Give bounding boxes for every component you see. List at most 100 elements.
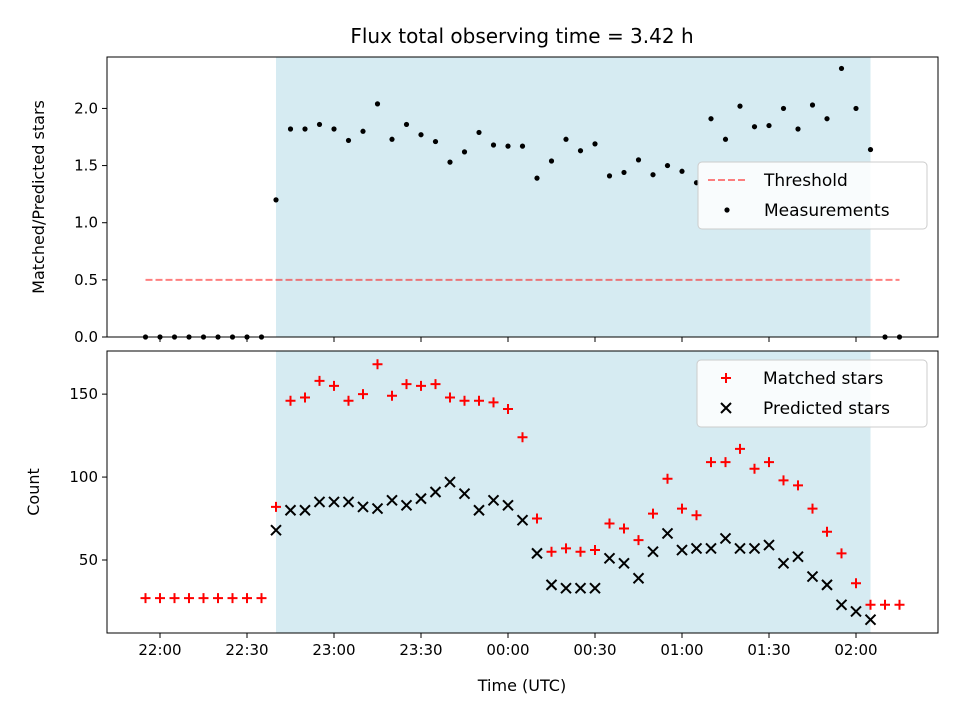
bottom-series1-point [647, 546, 659, 558]
bottom-series1-point [676, 544, 688, 556]
bottom-series1-point [444, 476, 456, 488]
top-series0-point [809, 102, 816, 108]
top-legend-box [697, 161, 928, 230]
bottom-series1-point [386, 494, 398, 507]
bottom-series0-point [691, 510, 702, 521]
bottom-series0-point [677, 503, 687, 514]
top-series0-point [273, 197, 279, 203]
top-plot-area: 0.0 0.5 1.0 1.5 2.0 Threshold Measurements [74, 56, 939, 346]
bottom-series1-point [502, 499, 514, 511]
top-series0-point [838, 65, 845, 72]
bottom-x-tick-label: 00:00 [486, 641, 529, 659]
bottom-series1-point [632, 572, 645, 584]
top-legend-marker [724, 207, 730, 213]
bottom-series1-point [458, 487, 471, 500]
bottom-y-tick-label: 150 [69, 385, 98, 403]
top-y-tick-label: 0.5 [74, 271, 98, 289]
bottom-series1-point [357, 501, 369, 513]
bottom-series0-point [590, 545, 600, 556]
bottom-series0-point [575, 546, 586, 557]
top-series0-point [345, 137, 352, 144]
top-series0-point [287, 126, 294, 132]
bottom-series0-point [401, 379, 412, 390]
top-series0-point [664, 162, 671, 169]
bottom-series0-point [184, 593, 194, 604]
top-series0-point [853, 105, 859, 112]
bottom-y-axis-label: Count [24, 468, 43, 516]
bottom-series1-point [661, 527, 674, 540]
top-y-tick-label: 1.0 [74, 214, 98, 232]
bottom-series0-point [459, 395, 470, 406]
top-series0-point [635, 157, 642, 163]
bottom-series0-point [372, 359, 383, 370]
bottom-series0-point [256, 593, 267, 604]
bottom-series0-point [517, 432, 528, 443]
bottom-series0-point [720, 457, 731, 468]
bottom-series1-point [415, 492, 427, 505]
bottom-series0-point [735, 443, 745, 454]
bottom-series0-point [880, 599, 890, 610]
top-series0-point [505, 143, 511, 149]
bottom-series0-point [242, 593, 252, 604]
bottom-series0-point [430, 379, 441, 390]
top-series0-point [563, 136, 569, 142]
bottom-series1-point [342, 496, 355, 508]
bottom-y-tick-label: 100 [69, 468, 98, 486]
bottom-series1-point [777, 557, 790, 570]
top-series0-point [403, 121, 410, 128]
bottom-series0-point [648, 508, 658, 519]
top-series0-point [751, 124, 758, 130]
top-series0-point [867, 146, 874, 153]
top-series0-point [621, 169, 627, 176]
top-series0-point [360, 128, 366, 134]
top-series0-point [795, 126, 801, 132]
bottom-series1-point [792, 550, 804, 563]
bottom-x-tick-label: 22:00 [138, 641, 181, 659]
bottom-series0-point [358, 389, 368, 400]
bottom-series0-point [488, 397, 499, 408]
top-series0-point [389, 136, 395, 142]
bottom-series0-point [532, 513, 542, 524]
bottom-series1-point [299, 504, 311, 516]
bottom-series0-point [387, 390, 397, 401]
bottom-series1-point [313, 496, 326, 508]
bottom-series0-point [169, 593, 180, 604]
bottom-series0-point [561, 543, 571, 554]
bottom-series1-point [371, 502, 384, 515]
bottom-legend-marker [721, 373, 731, 383]
bottom-plot-area: 22:00 22:30 23:00 23:30 00:00 00:30 01:00 01:30… [69, 350, 939, 659]
bottom-series1-point [589, 582, 601, 594]
bottom-legend-label: Matched stars [763, 369, 883, 389]
top-series0-point [476, 129, 482, 136]
top-series0-point [418, 132, 424, 138]
top-series0-point [592, 141, 598, 147]
bottom-series0-point [140, 593, 151, 604]
top-series0-point [374, 101, 381, 107]
bottom-series0-point [836, 548, 847, 559]
bottom-series1-point [574, 582, 587, 594]
bottom-series1-point [487, 494, 500, 507]
bottom-series0-point [604, 518, 615, 529]
bottom-series0-point [546, 546, 557, 557]
bottom-legend-label: Predicted stars [763, 399, 890, 419]
top-series0-point [302, 126, 308, 132]
bottom-series1-point [603, 552, 616, 565]
top-series0-point [824, 116, 830, 122]
bottom-series1-point [400, 499, 413, 511]
bottom-series0-point [851, 578, 861, 589]
bottom-x-tick-label: 00:30 [573, 641, 616, 659]
bottom-series0-point [619, 523, 629, 534]
bottom-series0-point [445, 392, 455, 403]
top-y-tick-label: 2.0 [74, 99, 98, 117]
top-series0-point [534, 175, 540, 181]
bottom-legend-marker [720, 402, 732, 414]
bottom-x-tick-label: 01:30 [747, 641, 790, 659]
top-series0-point [722, 136, 729, 142]
bottom-series0-point [155, 593, 165, 604]
bottom-series1-point [328, 496, 340, 508]
bottom-series1-point [748, 542, 761, 555]
bottom-series0-point [865, 599, 876, 610]
top-y-tick-label: 0.0 [74, 328, 98, 346]
bottom-series1-point [270, 524, 282, 536]
